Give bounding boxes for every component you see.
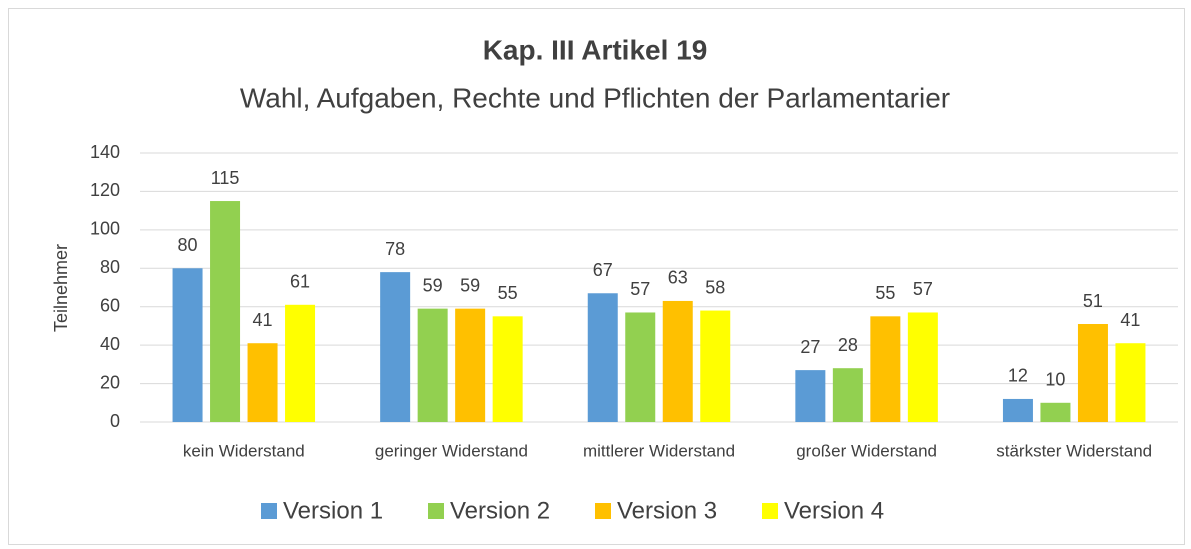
bar [662,300,693,422]
y-tick-label: 140 [90,142,120,162]
x-tick-label: großer Widerstand [796,441,937,460]
bar [1115,343,1146,422]
data-label: 80 [178,235,198,255]
legend-swatch [261,503,277,519]
bar [1040,402,1071,422]
bar [285,304,316,422]
y-tick-label: 80 [100,257,120,277]
x-tick-label: geringer Widerstand [375,441,528,460]
data-label: 67 [593,260,613,280]
bar [492,316,523,422]
chart-border [8,8,1185,545]
bar [832,368,863,422]
bar [380,272,411,422]
y-tick-label: 40 [100,334,120,354]
bar [455,308,486,422]
data-label: 57 [630,279,650,299]
data-label: 115 [211,168,240,188]
data-label: 78 [385,239,405,259]
data-label: 55 [498,283,518,303]
x-tick-label: mittlerer Widerstand [583,441,735,460]
bar [417,308,448,422]
data-label: 61 [290,272,310,292]
x-tick-label: stärkster Widerstand [996,441,1152,460]
bar [907,312,938,422]
data-label: 57 [913,279,933,299]
data-label: 41 [253,310,273,330]
data-label: 12 [1008,366,1028,386]
bar [1077,324,1108,422]
bar [795,370,826,422]
data-label: 41 [1120,310,1140,330]
data-label: 63 [668,268,688,288]
data-label: 27 [800,337,820,357]
legend-label: Version 1 [283,497,383,524]
data-label: 10 [1045,370,1065,390]
y-tick-label: 60 [100,295,120,315]
bar [172,268,203,422]
y-tick-label: 100 [90,219,120,239]
y-tick-label: 0 [110,411,120,431]
data-label: 55 [875,283,895,303]
y-tick-label: 120 [90,180,120,200]
bar [210,201,241,422]
legend-label: Version 2 [450,497,550,524]
legend-swatch [762,503,778,519]
data-label: 28 [838,335,858,355]
data-label: 59 [460,275,480,295]
data-label: 51 [1083,291,1103,311]
bar [587,293,618,422]
bar [247,343,278,422]
data-label: 58 [705,277,725,297]
legend-label: Version 4 [784,497,884,524]
bar [700,310,731,422]
chart-title: Kap. III Artikel 19 [483,34,708,65]
bar [1002,398,1033,422]
chart-subtitle: Wahl, Aufgaben, Rechte und Pflichten der… [240,82,950,113]
legend-label: Version 3 [617,497,717,524]
y-axis-label: Teilnehmer [51,244,71,332]
legend-swatch [428,503,444,519]
x-tick-label: kein Widerstand [183,441,305,460]
y-tick-label: 20 [100,372,120,392]
legend-swatch [595,503,611,519]
bar [625,312,656,422]
data-label: 59 [423,275,443,295]
bar [870,316,901,422]
